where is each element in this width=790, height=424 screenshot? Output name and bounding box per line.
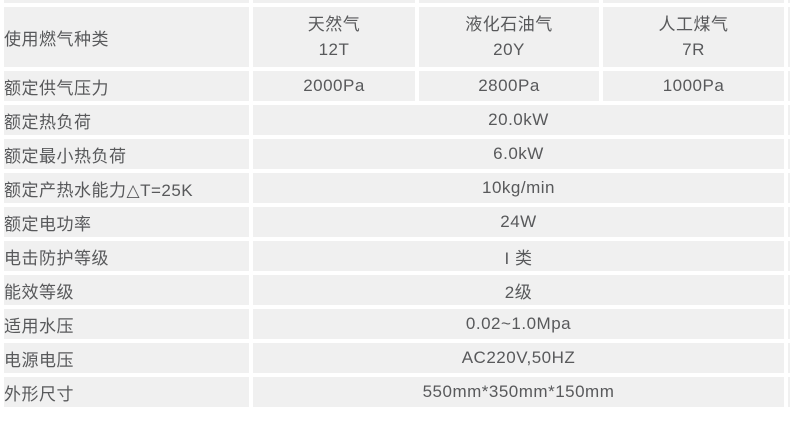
spec-row-rated-power: 额定电功率 24W xyxy=(4,207,790,237)
spec-row-label: 额定电功率 xyxy=(4,207,249,237)
gas-type-cell-manufactured-gas: 人工煤气 7R xyxy=(603,7,784,67)
cutoff-cell xyxy=(253,0,415,3)
spec-row-dimensions: 外形尺寸 550mm*350mm*150mm xyxy=(4,377,790,407)
spec-row-supply-voltage: 电源电压 AC220V,50HZ xyxy=(4,343,790,373)
spec-row-label: 使用燃气种类 xyxy=(4,7,249,67)
gas-type-code: 7R xyxy=(682,40,705,59)
spec-row-energy-efficiency: 能效等级 2级 xyxy=(4,275,790,305)
spec-row-value: 2级 xyxy=(253,275,784,305)
spec-row-label: 外形尺寸 xyxy=(4,377,249,407)
cutoff-cell xyxy=(603,0,784,3)
spec-row-value: 20.0kW xyxy=(253,105,784,135)
gas-type-cell-natural-gas: 天然气 12T xyxy=(253,7,415,67)
spec-row-value: 6.0kW xyxy=(253,139,784,169)
cutoff-cell xyxy=(788,241,790,271)
spec-row-min-heat-load: 额定最小热负荷 6.0kW xyxy=(4,139,790,169)
spec-row-hot-water-capacity: 额定产热水能力△T=25K 10kg/min xyxy=(4,173,790,203)
cutoff-cell xyxy=(788,7,790,67)
cutoff-cell xyxy=(788,71,790,101)
spec-row-shock-protection-class: 电击防护等级 I 类 xyxy=(4,241,790,271)
gas-type-name: 天然气 xyxy=(307,15,361,34)
gas-type-code: 12T xyxy=(318,40,350,59)
spec-row-label: 额定产热水能力△T=25K xyxy=(4,173,249,203)
cutoff-cell xyxy=(788,275,790,305)
gas-type-cell-lpg: 液化石油气 20Y xyxy=(419,7,599,67)
pressure-value-cell: 2000Pa xyxy=(253,71,415,101)
spec-row-value: 24W xyxy=(253,207,784,237)
cutoff-cell xyxy=(788,105,790,135)
spec-row-water-pressure: 适用水压 0.02~1.0Mpa xyxy=(4,309,790,339)
gas-appliance-spec-table: 使用燃气种类 天然气 12T 液化石油气 20Y 人工煤气 7R 额定供气压力 … xyxy=(4,0,790,407)
cutoff-cell xyxy=(788,139,790,169)
spec-row-label: 电源电压 xyxy=(4,343,249,373)
gas-type-name: 人工煤气 xyxy=(658,15,729,34)
pressure-row: 额定供气压力 2000Pa 2800Pa 1000Pa xyxy=(4,71,790,101)
cutoff-cell xyxy=(788,343,790,373)
spec-row-label: 额定热负荷 xyxy=(4,105,249,135)
cutoff-cell xyxy=(788,0,790,3)
spec-row-heat-load: 额定热负荷 20.0kW xyxy=(4,105,790,135)
pressure-value-cell: 2800Pa xyxy=(419,71,599,101)
spec-row-label: 能效等级 xyxy=(4,275,249,305)
spec-row-value: 0.02~1.0Mpa xyxy=(253,309,784,339)
gas-type-code: 20Y xyxy=(493,40,525,59)
spec-row-value: 10kg/min xyxy=(253,173,784,203)
spec-row-value: 550mm*350mm*150mm xyxy=(253,377,784,407)
spec-row-label: 电击防护等级 xyxy=(4,241,249,271)
spec-row-value: AC220V,50HZ xyxy=(253,343,784,373)
gas-type-row: 使用燃气种类 天然气 12T 液化石油气 20Y 人工煤气 7R xyxy=(4,7,790,67)
gas-type-name: 液化石油气 xyxy=(465,15,553,34)
cutoff-cell xyxy=(788,173,790,203)
cutoff-cell xyxy=(788,377,790,407)
spec-row-label: 额定供气压力 xyxy=(4,71,249,101)
cutoff-row-top xyxy=(4,0,790,3)
cutoff-cell xyxy=(788,309,790,339)
cutoff-cell xyxy=(788,207,790,237)
spec-row-value: I 类 xyxy=(253,241,784,271)
spec-row-label: 适用水压 xyxy=(4,309,249,339)
cutoff-cell xyxy=(419,0,599,3)
pressure-value-cell: 1000Pa xyxy=(603,71,784,101)
spec-row-label: 额定最小热负荷 xyxy=(4,139,249,169)
cutoff-cell xyxy=(4,0,249,3)
